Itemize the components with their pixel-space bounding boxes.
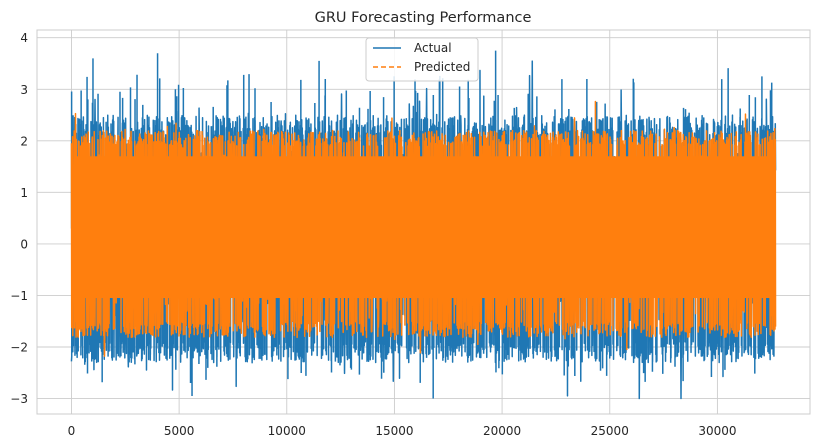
tick-labels: 0 5000 10000 15000 20000 25000 30000 −3 −2 −1 0 1 2 3… xyxy=(10,31,736,438)
y-tick-label: 1 xyxy=(20,186,28,200)
x-tick-label: 15000 xyxy=(375,424,413,438)
series-layer xyxy=(70,50,777,400)
legend-label-actual: Actual xyxy=(414,41,452,55)
x-tick-label: 25000 xyxy=(591,424,629,438)
series-band-predicted xyxy=(73,156,774,299)
y-tick-label: 2 xyxy=(20,134,28,148)
x-tick-label: 5000 xyxy=(164,424,195,438)
y-tick-label: −2 xyxy=(10,340,28,354)
legend: Actual Predicted xyxy=(365,37,479,82)
legend-label-predicted: Predicted xyxy=(414,60,470,74)
chart-title: GRU Forecasting Performance xyxy=(315,10,532,26)
x-tick-label: 10000 xyxy=(268,424,306,438)
x-tick-label: 20000 xyxy=(483,424,521,438)
y-tick-label: 3 xyxy=(20,83,28,97)
y-tick-label: 4 xyxy=(20,31,28,45)
y-tick-label: −1 xyxy=(10,289,28,303)
y-tick-label: 0 xyxy=(20,237,28,251)
x-tick-label: 30000 xyxy=(698,424,736,438)
x-tick-label: 0 xyxy=(68,424,76,438)
y-tick-label: −3 xyxy=(10,392,28,406)
